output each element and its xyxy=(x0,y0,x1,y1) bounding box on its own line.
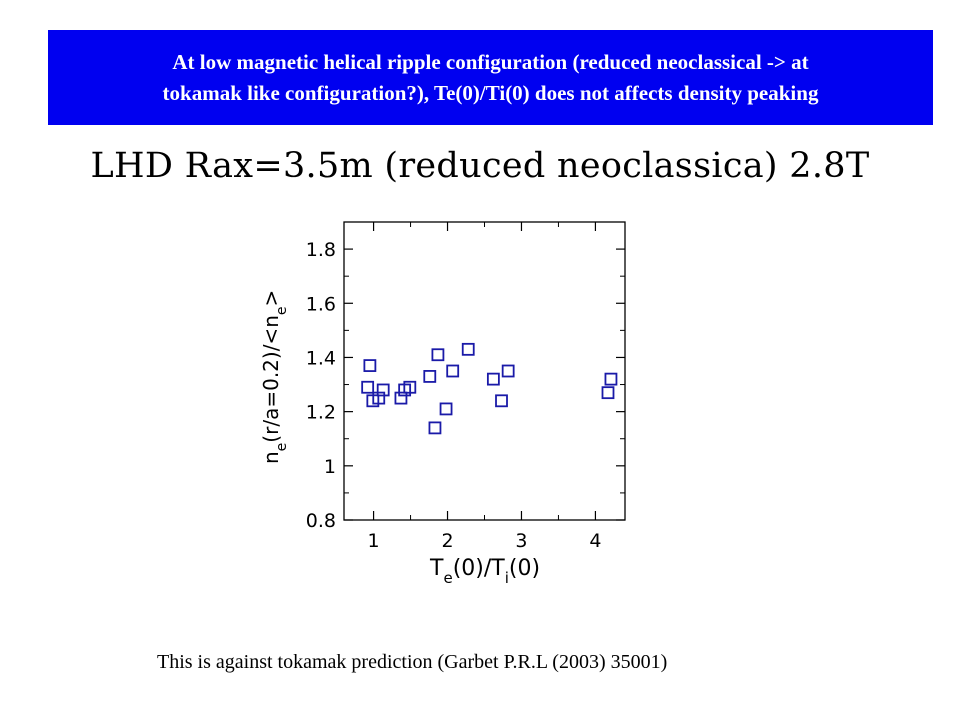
x-label-sub2: i xyxy=(505,569,509,587)
y-axis-label: ne(r/a=0.2)/<ne> xyxy=(259,290,290,464)
y-label-sub1: e xyxy=(274,443,290,452)
footer-note: This is against tokamak prediction (Garb… xyxy=(157,651,668,673)
data-point xyxy=(439,402,453,416)
data-point xyxy=(376,383,390,397)
data-point xyxy=(423,370,437,383)
data-point xyxy=(461,342,475,356)
data-point xyxy=(604,372,618,386)
x-label-main: T xyxy=(429,556,444,581)
x-label-mid: (0)/T xyxy=(453,556,506,581)
banner-line-2: tokamak like configuration?), Te(0)/Ti(0… xyxy=(162,80,819,105)
data-point xyxy=(446,364,460,378)
x-label-end: (0) xyxy=(509,556,540,581)
x-tick-label: 2 xyxy=(441,530,453,552)
y-label-main: n xyxy=(259,451,283,464)
x-axis-label: Te(0)/Ti(0) xyxy=(429,556,540,587)
y-tick-label: 1 xyxy=(324,456,336,478)
data-point xyxy=(428,421,442,435)
x-tick-label: 3 xyxy=(515,530,527,552)
slide-subtitle: LHD Rax=3.5m (reduced neoclassica) 2.8T xyxy=(90,146,870,186)
y-tick-label: 1.4 xyxy=(306,347,336,369)
data-point xyxy=(431,348,445,362)
y-tick-label: 1.6 xyxy=(306,293,336,315)
data-point xyxy=(495,394,508,408)
data-point xyxy=(372,391,386,405)
title-banner: At low magnetic helical ripple configura… xyxy=(48,30,933,125)
plot-frame xyxy=(343,221,626,521)
x-tick-label: 1 xyxy=(368,530,380,552)
y-label-end: > xyxy=(259,290,283,307)
y-label-mid: (r/a=0.2)/<n xyxy=(259,315,283,443)
data-point xyxy=(501,364,515,378)
banner-line-1: At low magnetic helical ripple configura… xyxy=(172,49,809,74)
x-axis-ticks: 1 2 3 4 xyxy=(368,222,601,552)
data-point xyxy=(361,380,375,394)
data-point xyxy=(601,386,615,400)
y-tick-label: 1.8 xyxy=(306,239,336,261)
data-point xyxy=(363,359,377,372)
data-points xyxy=(361,342,618,435)
y-tick-label: 0.8 xyxy=(306,510,336,532)
x-label-sub1: e xyxy=(443,569,452,587)
data-point xyxy=(394,391,408,405)
y-axis-ticks: 0.8 1 1.2 1.4 1.6 1.8 xyxy=(306,239,625,532)
y-tick-label: 1.2 xyxy=(306,402,336,424)
data-point xyxy=(486,372,500,386)
data-point xyxy=(403,380,417,394)
y-label-sub2: e xyxy=(274,307,290,316)
x-tick-label: 4 xyxy=(589,530,601,552)
